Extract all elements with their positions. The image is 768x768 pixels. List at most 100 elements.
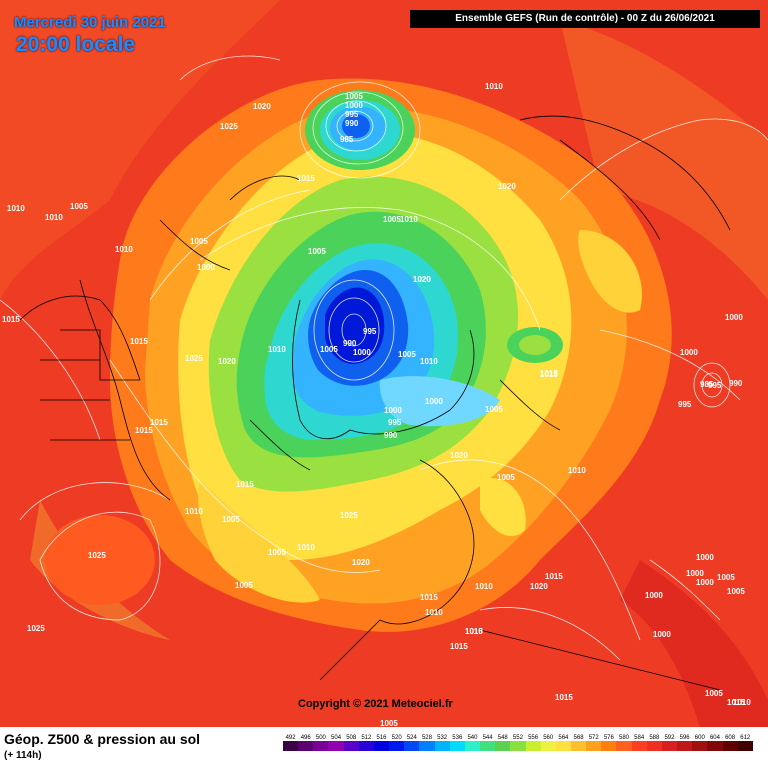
isobar-label: 1020: [530, 582, 548, 591]
isobar-label: 1000: [696, 553, 714, 562]
scale-swatch: [283, 741, 299, 751]
isobar-label: 1015: [130, 337, 148, 346]
isobar-label: 1005: [717, 573, 735, 582]
isobar-label: 985: [700, 380, 714, 389]
scale-swatch: [570, 741, 587, 751]
isobar-label: 1005: [190, 237, 208, 246]
scale-label: 580: [619, 735, 630, 741]
isobar-label: 1010: [475, 582, 493, 591]
isobar-label: 1020: [413, 275, 431, 284]
scale-swatch: [495, 741, 511, 751]
isobar-label: 1015: [420, 593, 438, 602]
scale-swatch: [737, 741, 753, 751]
legend-forecast-hour: (+ 114h): [4, 750, 42, 761]
isobar-label: 1000: [384, 406, 402, 415]
scale-swatch: [373, 741, 390, 751]
isobar-label: 1005: [705, 689, 723, 698]
isobar-label: 1005: [497, 473, 515, 482]
isobar-label: 1000: [680, 348, 698, 357]
scale-label: 520: [391, 735, 402, 741]
scale-swatch: [313, 741, 329, 751]
isobar-label: 1020: [352, 558, 370, 567]
model-run-banner: Ensemble GEFS (Run de contrôle) - 00 Z d…: [410, 10, 760, 28]
scale-label: 496: [300, 735, 311, 741]
isobar-label: 1000: [345, 101, 363, 110]
isobar-label: 995: [345, 110, 359, 119]
isobar-label: 1025: [88, 551, 106, 560]
scale-label: 568: [573, 735, 584, 741]
scale-swatch: [510, 741, 526, 751]
isobar-label: 1015: [236, 480, 254, 489]
scale-label: 540: [467, 735, 478, 741]
scale-label: 504: [331, 735, 342, 741]
isobar-label: 1020: [498, 182, 516, 191]
isobar-label: 1010: [297, 543, 315, 552]
scale-label: 596: [679, 735, 690, 741]
isobar-label: 1010: [485, 82, 503, 91]
scale-swatch: [480, 741, 496, 751]
isobar-label: 1010: [568, 466, 586, 475]
scale-label: 608: [725, 735, 736, 741]
scale-label: 512: [361, 735, 372, 741]
scale-swatch: [540, 741, 556, 751]
scale-label: 524: [406, 735, 417, 741]
isobar-label: 1015: [545, 572, 563, 581]
scale-swatch: [722, 741, 738, 751]
isobar-label: 1010: [425, 608, 443, 617]
copyright-notice: Copyright © 2021 Meteociel.fr: [298, 698, 453, 710]
scale-swatch: [404, 741, 420, 751]
isobar-label: 985: [340, 135, 354, 144]
isobar-label: 1005: [383, 215, 401, 224]
isobar-label: 1000: [353, 348, 371, 357]
scale-swatch: [631, 741, 647, 751]
isobar-label: 1000: [425, 397, 443, 406]
scale-swatch: [449, 741, 465, 751]
scale-label: 532: [437, 735, 448, 741]
isobar-label: 1015: [540, 369, 558, 378]
scale-label: 572: [588, 735, 599, 741]
forecast-date: Mercredi 30 juin 2021: [14, 14, 166, 31]
isobar-label: 1015: [297, 174, 315, 183]
scale-swatch: [661, 741, 678, 751]
scale-label: 516: [376, 735, 387, 741]
color-scale-labels: 492 496 500 504 508 512 516 520 524 528 532 536 540 5…: [283, 735, 753, 741]
scale-label: 556: [528, 735, 539, 741]
isobar-label: 1015: [150, 418, 168, 427]
scale-label: 528: [421, 735, 432, 741]
scale-label: 604: [709, 735, 720, 741]
scale-label: 612: [740, 735, 751, 741]
geopotential-map: 1005100099599098510201025101510101010101…: [0, 0, 768, 728]
isobar-label: 1005: [268, 548, 286, 557]
isobar-label: 1015: [2, 315, 20, 324]
scale-swatch: [555, 741, 571, 751]
scale-label: 552: [512, 735, 523, 741]
isobar-label: 990: [345, 119, 359, 128]
isobar-label: 1010: [45, 213, 63, 222]
isobar-label: 1020: [218, 357, 236, 366]
isobar-label: 1000: [197, 263, 215, 272]
isobar-label: 1005: [485, 405, 503, 414]
scale-label: 500: [315, 735, 326, 741]
isobar-label: 1010: [268, 345, 286, 354]
scale-swatch: [389, 741, 405, 751]
isobar-label: 1005: [380, 719, 398, 728]
isobar-label: 1005: [308, 247, 326, 256]
scale-swatch: [646, 741, 662, 751]
scale-swatch: [707, 741, 723, 751]
scale-swatch: [677, 741, 693, 751]
isobar-label: 1025: [185, 354, 203, 363]
color-scale: 492 496 500 504 508 512 516 520 524 528 532 536 540 5…: [283, 735, 753, 765]
scale-label: 560: [543, 735, 554, 741]
isobar-label: 1015: [555, 693, 573, 702]
isobar-label: 1015: [465, 627, 483, 636]
isobar-label: 1005: [222, 515, 240, 524]
scale-label: 600: [694, 735, 705, 741]
scale-label: 508: [346, 735, 357, 741]
scale-swatch: [464, 741, 481, 751]
isobar-label: 995: [363, 327, 377, 336]
isobar-label: 1000: [725, 313, 743, 322]
isobar-labels: 1005100099599098510201025101510101010101…: [2, 82, 751, 728]
scale-label: 544: [482, 735, 493, 741]
isobar-label: 1010: [400, 215, 418, 224]
isobar-label: 1010: [465, 627, 483, 636]
